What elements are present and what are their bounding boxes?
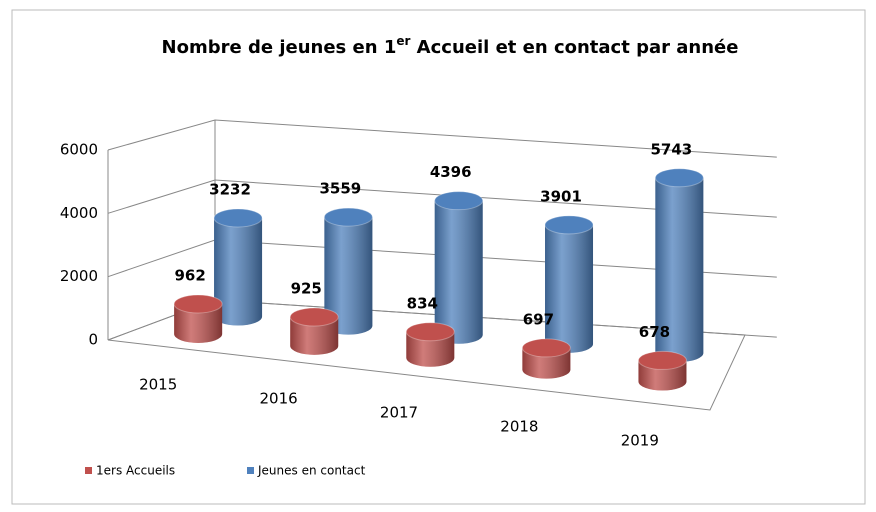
title-superscript: er [396, 34, 410, 48]
cylinder-top [173, 294, 223, 314]
y-tick-label: 2000 [60, 267, 98, 285]
cylinder-shade [655, 177, 704, 362]
legend-swatch [247, 467, 254, 474]
data-label: 925 [291, 280, 322, 298]
chart-title: Nombre de jeunes en 1er Accueil et en co… [162, 34, 739, 59]
cylinder-shade [174, 303, 223, 343]
x-tick-label: 2018 [500, 418, 538, 436]
x-tick-label: 2016 [260, 390, 298, 408]
data-label: 834 [407, 294, 438, 312]
grid-line [107, 119, 777, 158]
cylinder-top [405, 322, 455, 342]
y-tick-label: 4000 [60, 204, 98, 222]
cylinder-top [654, 168, 704, 188]
data-label: 3232 [209, 180, 251, 198]
data-label: 697 [523, 310, 554, 328]
grid-line [107, 179, 777, 218]
x-tick-label: 2015 [139, 376, 177, 394]
data-label: 678 [639, 323, 670, 341]
cylinder-shade [324, 217, 373, 335]
data-label: 962 [174, 266, 205, 284]
x-tick-label: 2019 [621, 432, 659, 450]
cylinder-shade [434, 200, 483, 344]
y-tick-label: 6000 [60, 141, 98, 159]
y-tick-label: 0 [88, 331, 98, 349]
cylinder-shade [545, 224, 594, 353]
data-label: 3901 [540, 187, 582, 205]
legend-label: 1ers Accueils [96, 464, 175, 478]
data-label: 5743 [650, 140, 692, 158]
cylinder-shade [406, 331, 455, 367]
cylinder-top [434, 191, 484, 211]
legend-swatch [85, 467, 92, 474]
cylinder-top [213, 208, 263, 228]
title-part: Nombre de jeunes en 1 [162, 37, 397, 58]
cylinder-top [544, 215, 594, 235]
cylinder-top [289, 307, 339, 327]
x-tick-label: 2017 [380, 404, 418, 422]
plot: 0 2000 4000 6000 2015 2016 2017 2018 2019 3232 355… [60, 119, 777, 478]
cylinder-shade [214, 217, 263, 326]
cylinder-top [323, 207, 373, 227]
cylinder-top [637, 350, 687, 370]
cylinder-top [521, 338, 571, 358]
data-label: 4396 [430, 163, 472, 181]
data-label: 3559 [320, 180, 362, 198]
legend-label: Jeunes en contact [257, 464, 366, 478]
cylinder-shade [290, 317, 339, 355]
title-part: Accueil et en contact par année [410, 37, 738, 58]
